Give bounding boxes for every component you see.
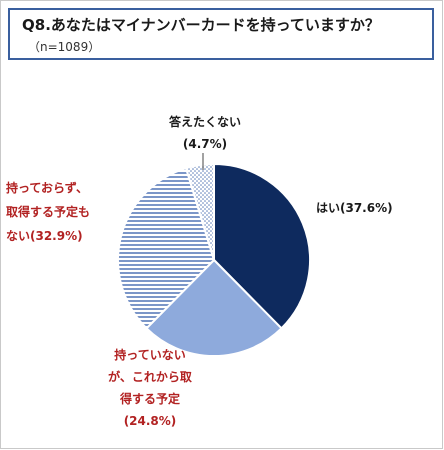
slice-plan-to-get	[145, 258, 283, 357]
label-no-plan-line-3: ない(32.9%)	[6, 229, 83, 243]
label-yes-line-1: はい(37.6%)	[316, 201, 393, 215]
slice-yes	[213, 162, 311, 330]
label-plan-to-get-line-1: 持っていない	[114, 347, 185, 362]
slice-no-answer	[184, 162, 215, 261]
slice-no-plan	[117, 166, 216, 330]
sample-size: （n=1089）	[28, 40, 101, 54]
label-no-plan-line-2: 取得する予定も	[6, 204, 90, 219]
question-header: Q8.あなたはマイナンバーカードを持っていますか？ （n=1089）	[8, 8, 434, 60]
label-plan-to-get-line-2: が、これから取	[108, 369, 192, 384]
label-no-answer-line-1: 答えたくない	[169, 114, 241, 129]
label-no-plan-line-1: 持っておらず、	[6, 180, 88, 195]
label-plan-to-get-line-4: (24.8%)	[124, 414, 177, 428]
label-no-answer-line-2: (4.7%)	[183, 137, 227, 151]
label-plan-to-get-line-3: 得する予定	[119, 391, 180, 406]
chart-title: Q8.あなたはマイナンバーカードを持っていますか？	[22, 16, 380, 34]
